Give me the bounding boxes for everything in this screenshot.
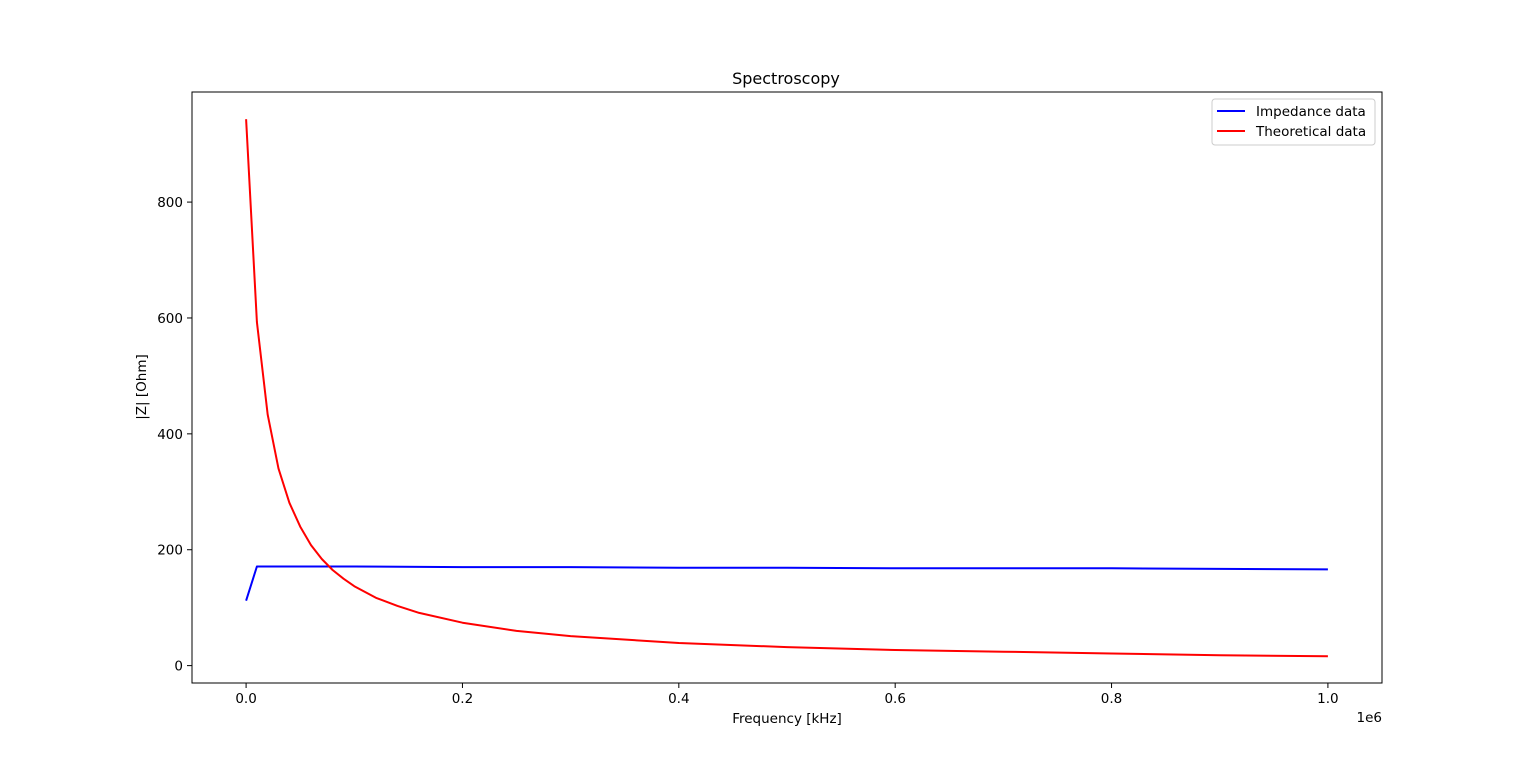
axes: 0.0 0.2 0.4 0.6 0.8 1.0 0 200 400 600 800 (157, 195, 1338, 707)
x-tick-label: 0.2 (452, 691, 473, 707)
y-tick-label: 200 (157, 543, 183, 559)
y-tick-label: 0 (174, 659, 183, 675)
plot-frame (191, 91, 1383, 684)
y-tick-label: 600 (157, 311, 183, 327)
legend-box (1211, 98, 1376, 146)
legend: Impedance data Theoretical data (1211, 98, 1376, 146)
x-tick-label: 0.8 (1101, 691, 1122, 707)
legend-label-impedance: Impedance data (1256, 104, 1366, 120)
x-axis-offset-label: 1e6 (1357, 710, 1382, 726)
x-tick-label: 0.4 (668, 691, 689, 707)
y-tick-label: 800 (157, 195, 183, 211)
plot-area (245, 119, 1328, 658)
series-line-impedance-data (245, 565, 1328, 602)
y-axis-label: |Z| [Ohm] (134, 354, 150, 420)
y-tick-label: 400 (157, 427, 183, 443)
x-tick-label: 1.0 (1317, 691, 1338, 707)
x-tick-label: 0.6 (884, 691, 905, 707)
series-line-theoretical-data (245, 119, 1328, 658)
x-axis-label: Frequency [kHz] (732, 711, 842, 727)
legend-label-theoretical: Theoretical data (1255, 124, 1366, 140)
x-tick-label: 0.0 (235, 691, 256, 707)
chart-title: Spectroscopy (732, 69, 840, 88)
